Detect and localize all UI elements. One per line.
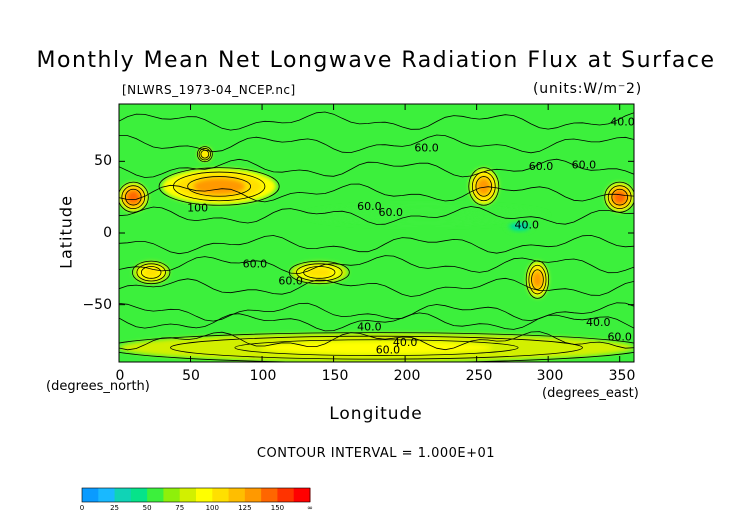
high-flux-region xyxy=(193,178,245,195)
map-title: Monthly Mean Net Longwave Radiation Flux… xyxy=(36,48,716,73)
x-axis-label: Longitude xyxy=(329,404,423,424)
contour-label: 60.0 xyxy=(414,141,439,154)
colorbar-swatch xyxy=(147,488,164,502)
contour-line xyxy=(172,171,266,202)
contour-label: 60.0 xyxy=(607,331,632,344)
y-tick-label: −50 xyxy=(82,297,112,313)
colorbar-swatch xyxy=(212,488,230,502)
contour-line xyxy=(136,263,166,282)
contour-line xyxy=(611,188,628,206)
contour-label: 40.0 xyxy=(393,336,418,349)
units-label: (units:W/m⁻2) xyxy=(533,81,642,97)
high-flux-region xyxy=(477,178,491,195)
contour-line xyxy=(196,146,213,163)
colorbar-swatch xyxy=(277,488,295,502)
colorbar-swatch xyxy=(163,488,181,502)
contour-line xyxy=(119,255,634,274)
contour-line xyxy=(119,331,634,351)
y-tick-label: 0 xyxy=(103,225,112,241)
high-flux-region xyxy=(201,150,209,158)
contour-line xyxy=(121,185,146,210)
contour-line xyxy=(295,263,343,282)
colorbar-label: ∞ xyxy=(307,504,313,512)
colorbar-label: 125 xyxy=(238,504,252,512)
contour-line xyxy=(158,167,280,206)
contour-line xyxy=(119,111,634,131)
contour-label: 60.0 xyxy=(379,206,404,219)
high-flux-region xyxy=(613,190,627,204)
file-label: [NLWRS_1973-04_NCEP.nc] xyxy=(122,83,296,97)
contour-label: 60.0 xyxy=(357,200,382,213)
contour-line xyxy=(607,185,632,210)
high-flux-region xyxy=(306,267,333,278)
contour-interval-text: CONTOUR INTERVAL = 1.000E+01 xyxy=(256,446,496,461)
colorbar-swatch xyxy=(244,488,262,502)
colorbar-swatch xyxy=(114,488,132,502)
x-axis-units: (degrees_east) xyxy=(542,386,639,401)
contour-line xyxy=(119,234,634,255)
y-tick-label: 50 xyxy=(94,153,112,169)
colorbar-swatch xyxy=(196,488,213,502)
colorbar-swatch xyxy=(261,488,278,502)
colorbar-swatch xyxy=(293,488,311,502)
high-flux-region xyxy=(532,271,543,288)
colorbar-swatch xyxy=(228,488,246,502)
high-flux-region xyxy=(126,190,140,204)
contour-line xyxy=(187,176,252,197)
contour-label: 40.0 xyxy=(586,316,611,329)
contour-label: 100 xyxy=(187,202,208,215)
x-tick-label: 350 xyxy=(608,368,636,384)
contour-line xyxy=(119,206,634,225)
contour-line xyxy=(531,269,544,290)
colorbar-label: 0 xyxy=(79,504,85,512)
contour-label: 60.0 xyxy=(572,159,597,172)
x-tick-label: 100 xyxy=(249,368,277,384)
colorbar-swatch xyxy=(82,488,99,502)
contour-label: 60.0 xyxy=(376,343,401,356)
contour-label: 60.0 xyxy=(529,160,554,173)
contour-label: 60.0 xyxy=(278,275,303,288)
x-tick-label: 50 xyxy=(182,368,200,384)
colorbar-swatch xyxy=(130,488,148,502)
contour-line xyxy=(170,335,583,360)
colorbar-label: 75 xyxy=(175,504,185,512)
x-tick-label: 250 xyxy=(465,368,493,384)
x-tick-label: 150 xyxy=(321,368,349,384)
contour-line xyxy=(132,260,171,285)
high-flux-region xyxy=(260,341,493,355)
x-tick-label: 0 xyxy=(115,368,125,384)
low-flux-region xyxy=(371,210,482,220)
contour-label: 40.0 xyxy=(357,320,382,333)
contour-line xyxy=(528,264,547,295)
colorbar-swatch xyxy=(98,488,116,502)
contour-line xyxy=(119,134,634,154)
colorbar-label: 25 xyxy=(110,504,120,512)
x-tick-label: 200 xyxy=(393,368,421,384)
colorbar-swatch xyxy=(179,488,197,502)
colorbar-label: 150 xyxy=(270,504,285,512)
contour-line xyxy=(119,312,634,332)
contour-line xyxy=(468,167,500,206)
x-tick-label: 300 xyxy=(536,368,564,384)
contour-line xyxy=(119,183,634,203)
low-flux-region xyxy=(513,222,526,230)
colorbar-frame xyxy=(81,487,311,503)
contour-line xyxy=(198,148,211,161)
contour-label: 40.0 xyxy=(610,116,635,129)
contour-label: 60.0 xyxy=(243,257,268,270)
contour-line xyxy=(475,176,493,197)
y-axis-units: (degrees_north) xyxy=(46,379,150,394)
contour-line xyxy=(234,339,519,356)
contour-label: 40.0 xyxy=(514,219,539,232)
colorbar-label: 100 xyxy=(205,504,219,512)
colorbar-label: 50 xyxy=(142,504,152,512)
contour-line xyxy=(119,158,634,178)
contour-line xyxy=(119,332,634,362)
contour-line xyxy=(119,181,149,213)
contour-line xyxy=(119,277,634,297)
contour-line xyxy=(140,266,162,279)
